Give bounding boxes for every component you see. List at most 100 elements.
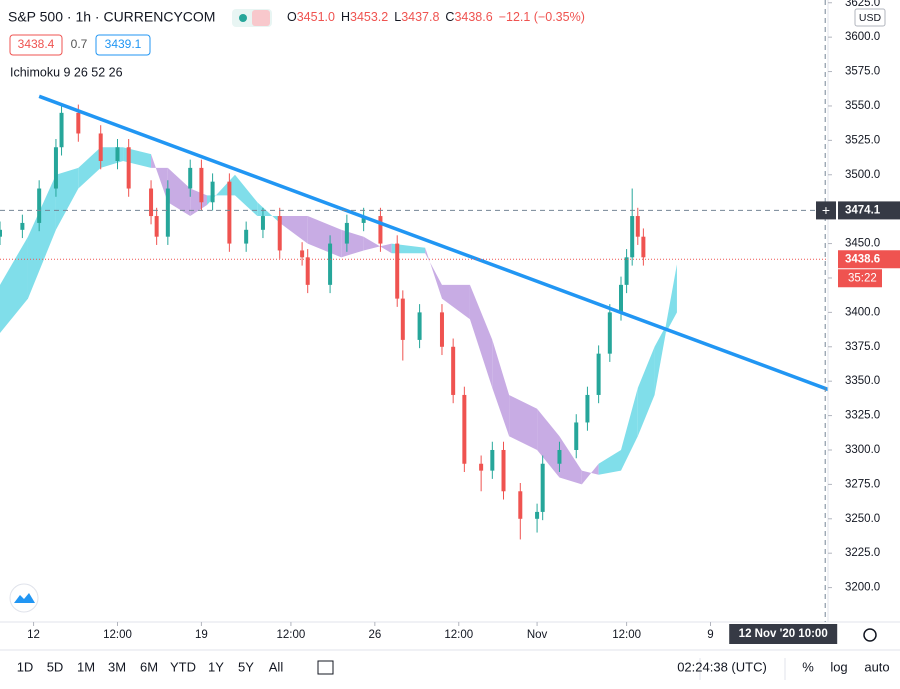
y-tick-label: 3200.0 (845, 582, 880, 594)
last-price-label: 3438.6 (845, 253, 880, 265)
x-tick-label: 12 (27, 629, 40, 641)
interval-button[interactable]: 5D (47, 659, 64, 674)
crosshair-time-box (729, 624, 838, 644)
candle-body (59, 112, 64, 148)
candle-body (395, 243, 400, 299)
y-tick-label: 3575.0 (845, 66, 880, 78)
candle-body (417, 312, 422, 340)
interval-button[interactable]: YTD (170, 659, 196, 674)
ask-box[interactable] (95, 34, 151, 56)
option-button[interactable]: % (802, 659, 814, 674)
countdown-box (838, 269, 882, 288)
delay-icon (252, 10, 270, 26)
candle-body (305, 257, 310, 285)
candle-body (154, 216, 159, 237)
candle-body (37, 188, 42, 223)
candle-body (462, 394, 467, 464)
candle-body (596, 353, 601, 395)
y-tick-label: 3300.0 (845, 444, 880, 456)
ichimoku-cloud (425, 247, 442, 299)
interval-button[interactable]: 1Y (208, 659, 224, 674)
candle-body (165, 188, 170, 237)
ichimoku-cloud (151, 154, 168, 203)
ichimoku-cloud (167, 167, 191, 217)
date-range-icon[interactable] (317, 660, 334, 675)
candle-body (210, 181, 215, 203)
crosshair-time: 12 Nov '20 10:00 (739, 628, 828, 640)
y-tick-label: 3250.0 (845, 513, 880, 525)
logo[interactable] (9, 583, 39, 613)
y-tick-label: 3400.0 (845, 306, 880, 318)
x-tick-label: Nov (527, 629, 548, 641)
logo-icon (14, 593, 35, 603)
candle-body (53, 147, 58, 189)
ichimoku-cloud (559, 436, 582, 485)
candle-body (378, 216, 383, 244)
y-tick-label: 3350.0 (845, 375, 880, 387)
bid-price: 3438.4 (18, 37, 55, 51)
x-tick-label: 9 (707, 629, 713, 641)
ichimoku-cloud (665, 264, 677, 334)
x-tick-label: 12:00 (444, 629, 473, 641)
y-tick-label: 3325.0 (845, 410, 880, 422)
y-tick-label: 3550.0 (845, 100, 880, 112)
trend-line[interactable] (38, 94, 829, 392)
candle-body (574, 422, 579, 450)
option-button[interactable]: log (830, 659, 847, 674)
crosshair-plus-box[interactable] (816, 201, 836, 220)
bid-box[interactable] (9, 34, 63, 56)
ohlc-value: 3451.0 (297, 10, 335, 24)
ichimoku-cloud (257, 202, 280, 223)
candle-body (0, 229, 2, 237)
ichimoku-cloud (391, 243, 426, 254)
countdown: 35:22 (848, 272, 877, 284)
candle-body (557, 449, 562, 464)
y-tick-label: 3525.0 (845, 134, 880, 146)
ohlc-key: H (341, 10, 350, 24)
ichimoku-cloud (234, 174, 258, 217)
candle-body (535, 511, 540, 519)
candle-body (635, 216, 640, 237)
interval-button[interactable]: 5Y (238, 659, 254, 674)
x-tick-label: 12:00 (103, 629, 132, 641)
last-price-box (838, 250, 900, 269)
clock: 02:24:38 (UTC) (677, 659, 767, 674)
candle-body (227, 181, 232, 244)
currency-box[interactable] (854, 8, 886, 27)
ohlc-values: O3451.0 H3453.2 L3437.8 C3438.6 −12.1 (−0.35… (287, 10, 585, 24)
interval-button[interactable]: 6M (140, 659, 158, 674)
ichimoku-cloud (279, 216, 308, 244)
symbol-title: S&P 500 · 1h · CURRENCYCOM (8, 9, 215, 25)
candle-body (300, 250, 305, 258)
ichimoku-cloud (27, 174, 56, 299)
candle-body (199, 167, 204, 203)
settings-icon[interactable] (863, 628, 877, 642)
ichimoku-cloud (78, 147, 101, 189)
interval-button[interactable]: 3M (108, 659, 126, 674)
ohlc-value: 3453.2 (350, 10, 388, 24)
candle-body (518, 491, 523, 519)
candle-body (20, 222, 25, 230)
candle-body (624, 257, 629, 285)
market-open-icon (239, 14, 247, 22)
candle-body (619, 284, 623, 313)
y-tick-label: 3275.0 (845, 478, 880, 490)
ichimoku-cloud (307, 216, 342, 258)
interval-button[interactable]: All (269, 659, 284, 674)
candle-body (260, 216, 265, 230)
candle-body (361, 216, 366, 223)
interval-button[interactable]: 1M (77, 659, 95, 674)
ichimoku-cloud (363, 236, 392, 254)
interval-button[interactable]: 1D (17, 659, 34, 674)
candle-body (607, 312, 612, 354)
ichimoku-cloud (441, 284, 470, 320)
ichimoku-cloud (654, 326, 666, 395)
option-button[interactable]: auto (864, 659, 889, 674)
ichimoku-cloud (637, 346, 655, 437)
candle-body (439, 312, 444, 347)
change: −12.1 (−0.35%) (499, 10, 585, 24)
ichimoku-cloud (492, 339, 510, 437)
crosshair-plus: + (822, 202, 830, 218)
